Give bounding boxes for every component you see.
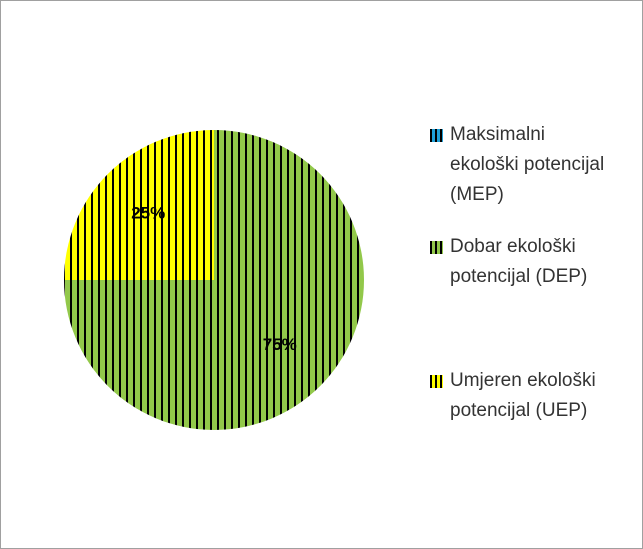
pie-slice (64, 130, 214, 280)
legend-label: Dobar ekološki potencijal (DEP) (450, 236, 588, 287)
legend-label: Maksimalni ekološki potencijal (MEP) (450, 124, 605, 205)
data-label: 25% (131, 204, 165, 223)
legend-label: Umjeren ekološki potencijal (UEP) (450, 370, 596, 421)
legend-key (430, 241, 443, 254)
legend-key (430, 129, 443, 142)
legend-key (430, 375, 443, 388)
data-label: 75% (263, 335, 297, 354)
